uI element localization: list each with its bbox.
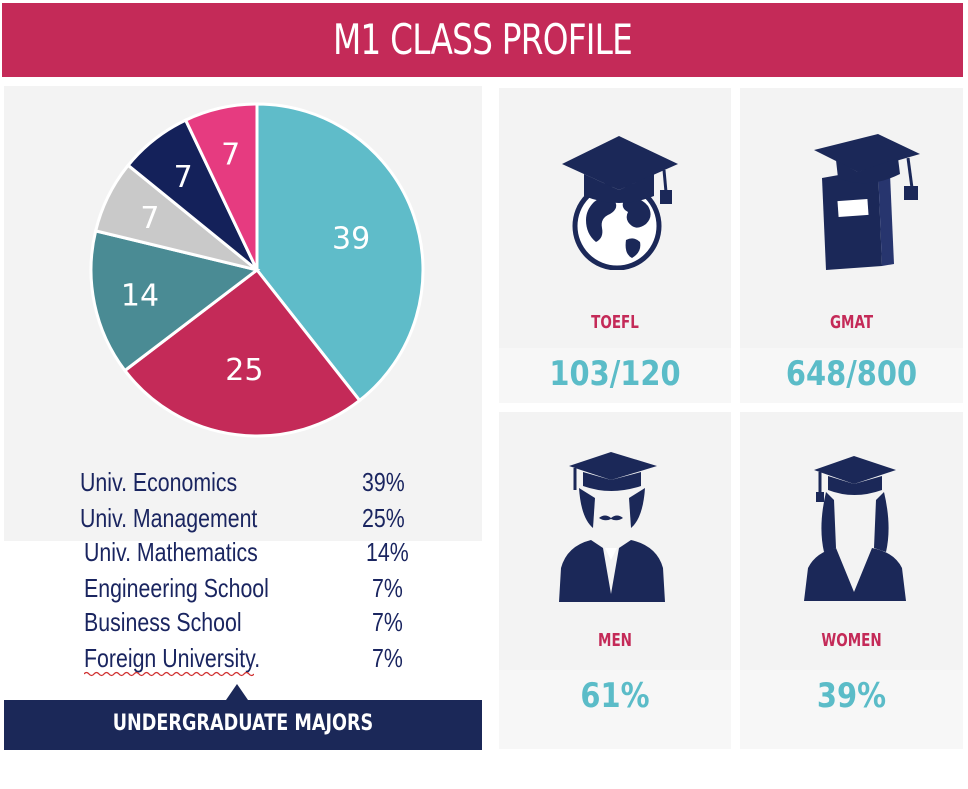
toefl-label: TOEFL [591,312,639,333]
legend-value: 14% [366,537,409,567]
footer-pointer [226,684,248,700]
gmat-card: GMAT 648/800 [740,88,963,403]
globe-graduation-cap-icon [562,136,678,270]
women-label: WOMEN [821,630,882,651]
legend-label: Univ. Mathematics [84,537,258,567]
legend-value: 7% [372,643,403,673]
pie-label-univ-management: 25 [225,353,263,388]
pie-slice-univ-mathematics [89,229,261,373]
footer-title: UNDERGRADUATE MAJORS [112,711,374,736]
pie-label-univ-economics: 39 [332,221,370,256]
pie-label-engineering-school: 7 [140,201,159,236]
legend-label: Engineering School [84,573,269,603]
book-graduation-cap-icon [814,134,920,270]
men-card: MEN 61% [499,412,731,749]
men-label: MEN [598,630,632,651]
gmat-label: GMAT [829,312,874,333]
legend-value: 25% [362,503,405,533]
female-graduate-icon [804,456,906,601]
header-banner: M1 CLASS PROFILE [2,3,963,77]
women-card: WOMEN 39% [740,412,963,749]
legend-label: Foreign University. [84,643,261,673]
male-graduate-icon [559,452,665,602]
legend-value: 7% [372,573,403,603]
legend-label: Business School [84,607,242,637]
legend-label: Univ. Management [80,503,258,533]
legend-value: 39% [362,467,405,497]
legend-value: 7% [372,607,403,637]
toefl-card: TOEFL 103/120 [499,88,731,403]
legend-label: Univ. Economics [80,467,238,497]
pie-label-foreign-university: 7 [221,137,240,172]
card-band [499,348,731,403]
gmat-value: 648/800 [785,354,918,394]
toefl-value: 103/120 [549,354,681,394]
majors-panel: 39 25 14 7 7 7 [4,86,482,789]
card-band [740,670,963,749]
spellcheck-underline [84,671,254,677]
pie-label-univ-mathematics: 14 [121,278,159,313]
women-value: 39% [816,676,887,716]
pie-slice-univ-economics [255,102,425,403]
page-title: M1 CLASS PROFILE [332,15,633,64]
pie-label-business-school: 7 [174,160,193,195]
card-band [499,670,731,749]
pie-slice-foreign-university [183,102,259,271]
footer-bar [4,700,482,750]
pie-slice-univ-management [122,267,362,438]
men-value: 61% [580,676,650,716]
card-band [740,348,963,403]
